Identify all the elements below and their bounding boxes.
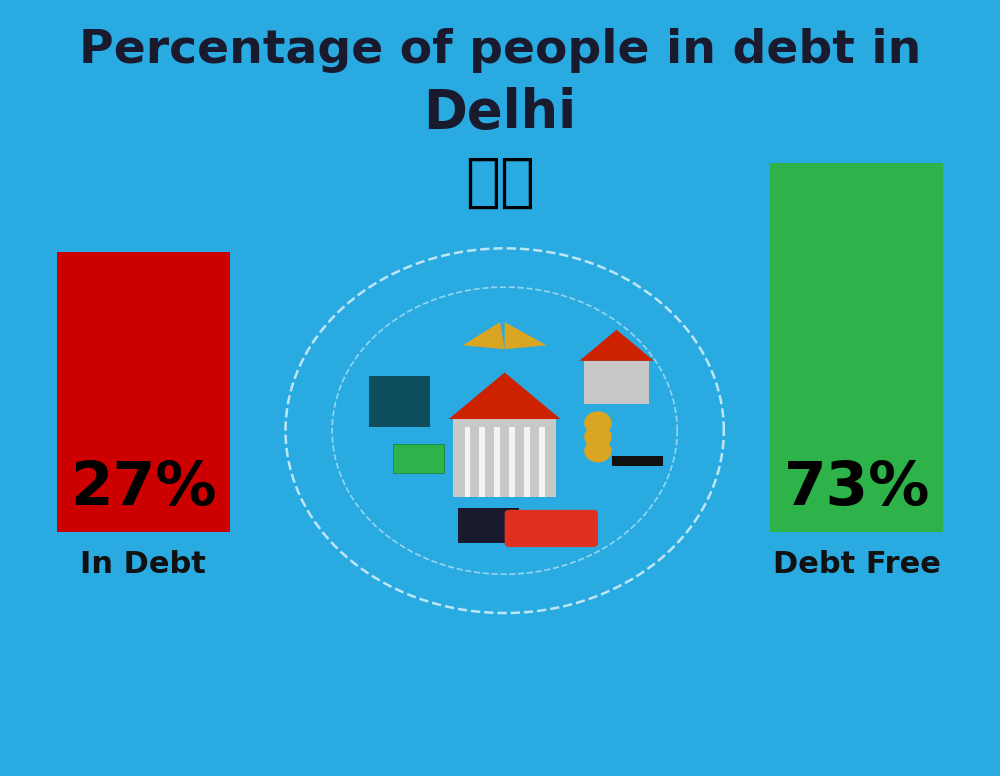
Circle shape	[585, 426, 611, 448]
FancyBboxPatch shape	[539, 427, 545, 497]
Text: 27%: 27%	[70, 459, 217, 518]
FancyBboxPatch shape	[584, 361, 649, 404]
Circle shape	[585, 412, 611, 434]
Polygon shape	[579, 330, 654, 361]
Polygon shape	[463, 322, 505, 349]
FancyBboxPatch shape	[612, 456, 663, 466]
Text: 🇮🇳: 🇮🇳	[465, 154, 535, 211]
Text: 73%: 73%	[783, 459, 930, 518]
FancyBboxPatch shape	[57, 252, 230, 532]
FancyBboxPatch shape	[453, 419, 556, 497]
FancyBboxPatch shape	[458, 508, 519, 543]
Text: In Debt: In Debt	[80, 549, 206, 579]
FancyBboxPatch shape	[465, 427, 470, 497]
Polygon shape	[449, 372, 561, 419]
FancyBboxPatch shape	[494, 427, 500, 497]
Text: Delhi: Delhi	[423, 86, 577, 139]
Circle shape	[585, 440, 611, 462]
FancyBboxPatch shape	[509, 427, 515, 497]
FancyBboxPatch shape	[479, 427, 485, 497]
Text: Debt Free: Debt Free	[773, 549, 941, 579]
Polygon shape	[505, 322, 547, 349]
FancyBboxPatch shape	[770, 163, 943, 532]
Text: Percentage of people in debt in: Percentage of people in debt in	[79, 28, 921, 73]
FancyBboxPatch shape	[393, 444, 444, 473]
FancyBboxPatch shape	[505, 510, 598, 547]
FancyBboxPatch shape	[369, 376, 430, 427]
FancyBboxPatch shape	[524, 427, 530, 497]
